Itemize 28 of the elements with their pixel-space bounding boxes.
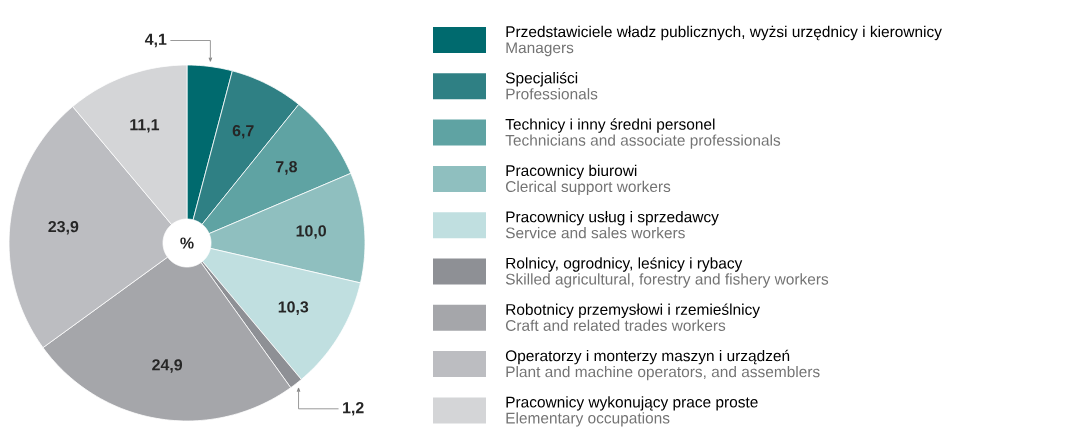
text: Professionals [506, 88, 598, 100]
text: Clerical support workers [505, 180, 671, 196]
data-label: 7,8 [276, 161, 298, 175]
data-label: 4,1 [144, 33, 167, 48]
legend-label: Operatorzy i monterzy maszyn i urządzeń [505, 349, 790, 365]
data-label: 24,9 [152, 359, 183, 373]
legend-label: Pracownicy usług i sprzedawcy [506, 211, 719, 226]
text: Craft and related trades workers [505, 319, 726, 331]
text: Managers [506, 42, 574, 57]
data-label: 23,9 [48, 220, 79, 235]
data-label: 1,2 [343, 402, 364, 416]
text: Service and sales workers [505, 227, 685, 239]
data-label: 10,0 [296, 225, 326, 239]
legend-label: Rolnicy, ogrodnicy, leśnicy i rybacy [506, 257, 743, 272]
text: Plant and machine operators, and assemblers [506, 365, 820, 381]
legend-label: Pracownicy wykonujący prace proste [506, 396, 758, 411]
text: Elementary occupations [506, 412, 670, 427]
data-label: 11,1 [130, 119, 160, 133]
legend-label: Pracownicy biurowi [506, 164, 637, 180]
legend-label: Specjaliści [505, 71, 578, 87]
text: Technicians and associate professionals [505, 134, 781, 149]
legend-label: Robotnicy przemysłowi i rzemieślnicy [506, 303, 760, 318]
text: Skilled agricultural, forestry and fishery workers [505, 273, 829, 288]
legend-label: Technicy i inny średni personel [505, 118, 715, 133]
data-label: 10,3 [278, 301, 309, 315]
legend-label: Przedstawiciele władz publicznych, wyżsi urzędnicy i kierownicy [506, 25, 942, 41]
text: % [180, 237, 194, 249]
data-label: 6,7 [232, 125, 254, 139]
